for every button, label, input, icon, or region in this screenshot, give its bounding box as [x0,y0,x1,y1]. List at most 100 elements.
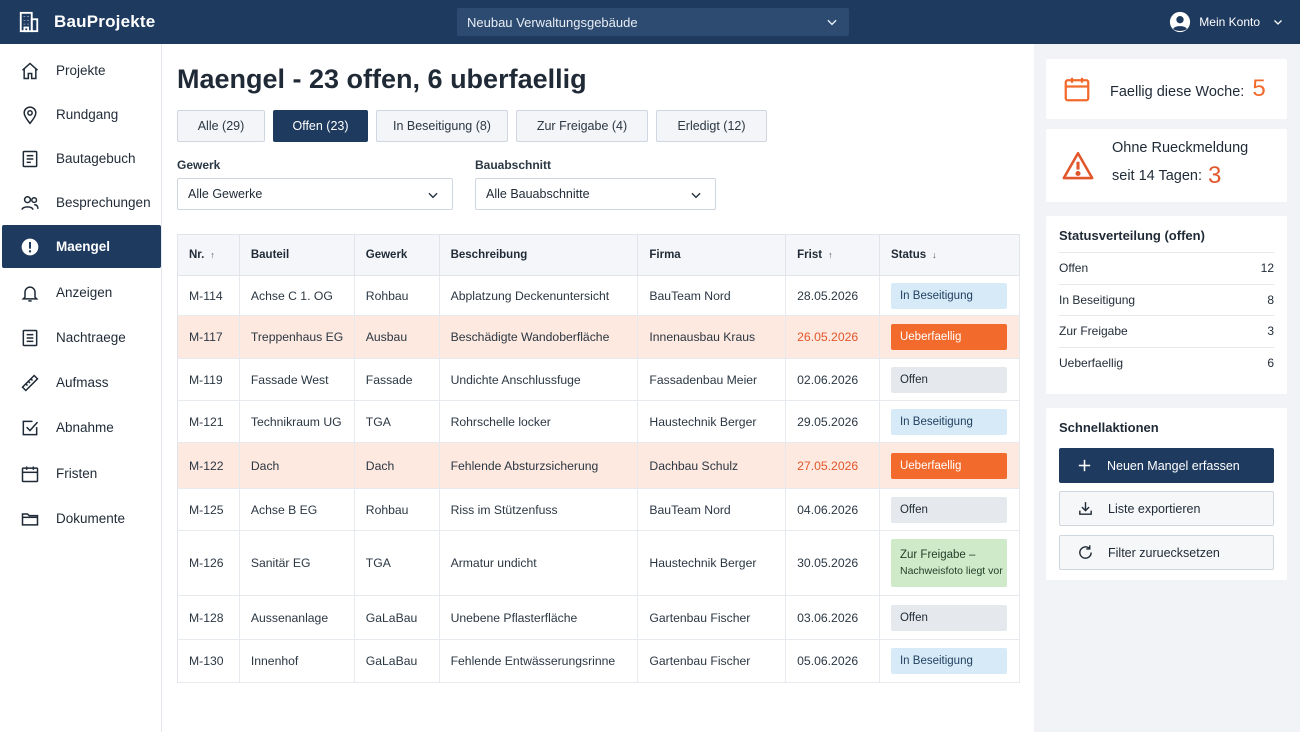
app-name: BauProjekte [54,12,156,31]
table-header-row: Nr. ↑ Bauteil Gewerk Beschreibung Firma F… [177,234,1021,276]
table-row[interactable]: M-126 Sanitär EG TGA Armatur undicht Hau… [177,530,1021,596]
gewerk-filter-label: Gewerk [177,158,221,172]
building-icon [19,11,39,33]
column-header-gewerk[interactable]: Gewerk [354,234,440,276]
bauabschnitt-filter-select[interactable]: Alle Bauabschnitte [475,178,716,210]
column-header-firma[interactable]: Firma [637,234,787,276]
reset-filter-button[interactable]: Filter zuruecksetzen [1059,535,1274,570]
sort-desc-icon: ↓ [932,250,937,260]
refresh-icon [1079,545,1092,559]
sidebar-item-abnahme[interactable]: Abnahme [2,406,161,449]
sidebar-item-aufmass[interactable]: Aufmass [2,361,161,404]
export-list-button[interactable]: Liste exportieren [1059,491,1274,526]
bell-icon [21,285,39,302]
main-content: Maengel - 23 offen, 6 uberfaellig Alle (… [162,44,1034,732]
chevron-down-icon [691,192,701,199]
sidebar-item-fristen[interactable]: Fristen [2,452,161,495]
due-this-week-count: 5 [1252,75,1266,102]
user-avatar-icon [1170,11,1191,33]
plus-icon [1078,459,1091,472]
status-badge: In Beseitigung [890,648,1007,674]
users-icon [21,195,39,210]
account-menu[interactable]: Mein Konto [1169,0,1284,44]
sidebar-item-maengel[interactable]: Maengel [2,225,161,268]
map-pin-icon [23,105,37,125]
home-icon [22,61,38,79]
ruler-icon [21,373,39,392]
no-response-count: 3 [1208,161,1222,189]
sort-asc-icon: ↑ [828,250,833,260]
tab-zur-freigabe[interactable]: Zur Freigabe (4) [516,110,648,142]
table-row[interactable]: M-119 Fassade West Fassade Undichte Ansc… [177,358,1021,401]
chevron-down-icon [428,192,438,199]
table-row[interactable]: M-122 Dach Dach Fehlende Absturzsicherun… [177,442,1021,489]
calendar-icon [1064,77,1090,102]
tab-erledigt[interactable]: Erledigt (12) [656,110,767,142]
chevron-down-icon [1274,20,1282,25]
status-badge: Offen [890,604,1007,631]
defects-table: Nr. ↑ Bauteil Gewerk Beschreibung Firma F… [177,234,1021,683]
sidebar-item-anzeigen[interactable]: Anzeigen [2,271,161,314]
column-header-frist[interactable]: Frist ↑ [785,234,880,276]
quick-actions-title: Schnellaktionen [1059,419,1159,435]
sidebar-item-rundgang[interactable]: Rundgang [2,93,161,136]
due-this-week-text: Faellig diese Woche: 5 [1110,75,1266,102]
column-header-status[interactable]: Status ↓ [879,234,1021,276]
sidebar-item-besprechungen[interactable]: Besprechungen [2,181,161,224]
status-row-ueberfaellig: Ueberfaellig 6 [1059,356,1274,371]
alert-circle-icon [21,238,39,255]
chevron-down-icon [827,19,837,26]
download-icon [1079,502,1092,515]
new-defect-button[interactable]: Neuen Mangel erfassen [1059,448,1274,483]
status-badge: Offen [890,496,1007,523]
sort-asc-icon: ↑ [210,250,215,260]
top-bar: BauProjekte Neubau Verwaltungsgebäude Me… [0,0,1300,44]
project-selector-value: Neubau Verwaltungsgebäude [467,14,638,30]
checkbox-icon [22,420,39,435]
column-header-nr[interactable]: Nr. ↑ [177,234,240,276]
status-badge: Zur Freigabe – Nachweisfoto liegt vor [890,539,1007,587]
status-distribution-card: Statusverteilung (offen) Offen 12 In Bese… [1046,216,1287,394]
status-badge: Offen [890,366,1007,393]
table-row[interactable]: M-117 Treppenhaus EG Ausbau Beschädigte … [177,315,1021,359]
table-row[interactable]: M-130 Innenhof GaLaBau Fehlende Entwässe… [177,639,1021,683]
document-icon [22,329,38,346]
quick-actions-card: Schnellaktionen Neuen Mangel erfassen Li… [1046,408,1287,580]
tab-offen[interactable]: Offen (23) [273,110,368,142]
due-this-week-card[interactable]: Faellig diese Woche: 5 [1046,59,1287,119]
table-row[interactable]: M-121 Technikraum UG TGA Rohrschelle loc… [177,400,1021,443]
status-row-zur-freigabe: Zur Freigabe 3 [1059,316,1274,348]
status-badge: Ueberfaellig [890,324,1007,350]
page-title: Maengel - 23 offen, 6 uberfaellig [177,64,587,94]
table-row[interactable]: M-114 Achse C 1. OG Rohbau Abplatzung De… [177,275,1021,316]
gewerk-filter-select[interactable]: Alle Gewerke [177,178,453,210]
column-header-bauteil[interactable]: Bauteil [239,234,355,276]
status-badge: In Beseitigung [890,408,1007,435]
calendar-icon [21,466,39,482]
book-icon [22,150,38,167]
sidebar-item-nachtraege[interactable]: Nachtraege [2,316,161,359]
status-badge: Ueberfaellig [890,452,1007,479]
account-label: Mein Konto [1199,15,1260,29]
column-header-beschreibung[interactable]: Beschreibung [439,234,639,276]
sidebar: Projekte Rundgang Bautagebuch Besprechun… [0,44,162,732]
status-badge: In Beseitigung [890,282,1007,309]
status-row-offen: Offen 12 [1059,253,1274,285]
warning-triangle-icon [1062,151,1094,179]
folder-icon [21,512,39,526]
sidebar-item-bautagebuch[interactable]: Bautagebuch [2,137,161,180]
project-selector[interactable]: Neubau Verwaltungsgebäude [457,8,849,36]
tab-alle[interactable]: Alle (29) [177,110,265,142]
status-row-in-beseitigung: In Beseitigung 8 [1059,285,1274,316]
no-response-text: Ohne Rueckmeldung seit 14 Tagen: 3 [1112,139,1249,189]
table-row[interactable]: M-125 Achse B EG Rohbau Riss im Stützenf… [177,488,1021,531]
brand[interactable]: BauProjekte [18,0,155,44]
sidebar-item-projekte[interactable]: Projekte [2,49,161,92]
right-panel: Faellig diese Woche: 5 Ohne Rueckmeldung … [1034,44,1300,732]
no-response-card[interactable]: Ohne Rueckmeldung seit 14 Tagen: 3 [1046,129,1287,202]
table-row[interactable]: M-128 Aussenanlage GaLaBau Unebene Pflas… [177,595,1021,640]
tab-in-beseitigung[interactable]: In Beseitigung (8) [376,110,508,142]
sidebar-item-dokumente[interactable]: Dokumente [2,497,161,540]
status-distribution-title: Statusverteilung (offen) [1059,219,1274,253]
bauabschnitt-filter-label: Bauabschnitt [475,158,552,172]
